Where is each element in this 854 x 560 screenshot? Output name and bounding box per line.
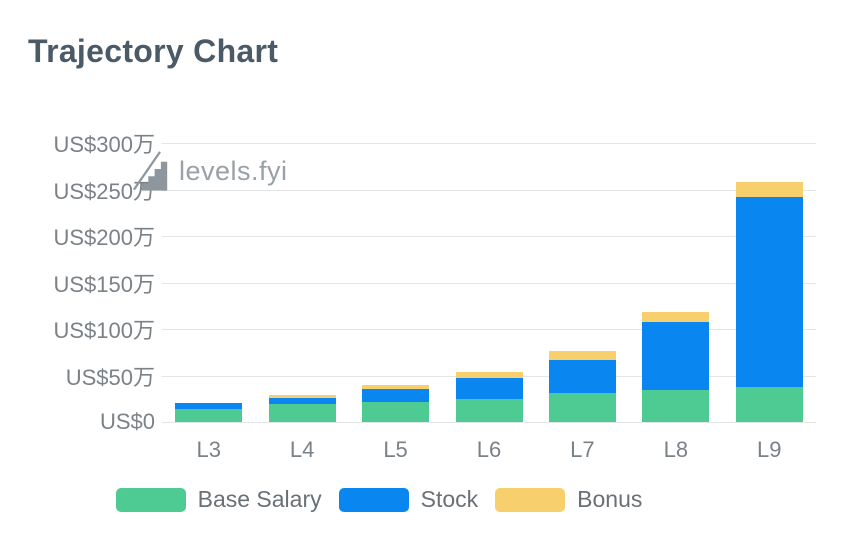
y-axis-tick-label: US$250万	[53, 178, 155, 204]
gridline	[162, 189, 816, 191]
chart-legend: Base Salary Stock Bonus	[0, 486, 806, 513]
x-axis-label-l9: L9	[757, 437, 782, 462]
legend-label: Bonus	[577, 486, 643, 512]
bar-segment-stock-l9[interactable]	[735, 196, 803, 387]
gridline	[162, 422, 816, 423]
bar-segment-stock-l5[interactable]	[362, 388, 430, 402]
page-title: Trajectory Chart	[28, 33, 279, 69]
bar-segment-base-salary-l5[interactable]	[362, 401, 430, 422]
x-axis-label-l4: L4	[289, 437, 315, 462]
legend-item-bonus[interactable]: Bonus	[495, 486, 642, 513]
gridline	[162, 236, 816, 237]
y-axis-tick-label: US$300万	[53, 132, 155, 157]
bar-segment-stock-l3[interactable]	[175, 403, 243, 409]
gridline	[162, 329, 816, 330]
bar-segment-bonus-l4[interactable]	[268, 395, 336, 398]
bar-segment-bonus-l9[interactable]	[735, 182, 803, 197]
bar-segment-bonus-l8[interactable]	[642, 312, 710, 323]
x-axis-label-l5: L5	[383, 437, 408, 462]
bar-segment-bonus-l6[interactable]	[455, 371, 523, 379]
bar-segment-base-salary-l9[interactable]	[735, 386, 803, 422]
gridline	[162, 143, 816, 144]
legend-label: Stock	[420, 486, 479, 512]
bar-segment-stock-l4[interactable]	[268, 397, 336, 405]
gridline	[162, 282, 816, 284]
legend-item-stock[interactable]: Stock	[338, 486, 479, 513]
x-axis-label-l6: L6	[476, 437, 502, 462]
bar-segment-stock-l7[interactable]	[548, 359, 616, 394]
x-axis-label-l3: L3	[196, 437, 221, 462]
y-axis-tick-label: US$150万	[53, 271, 155, 297]
bar-segment-stock-l8[interactable]	[642, 322, 710, 391]
bar-segment-base-salary-l7[interactable]	[548, 393, 616, 422]
levels-fyi-watermark: levels.fyi	[132, 147, 288, 196]
bar-segment-base-salary-l8[interactable]	[642, 390, 710, 422]
legend-item-base-salary[interactable]: Base Salary	[115, 486, 322, 513]
y-axis-tick-label: US$0	[99, 409, 155, 434]
bar-segment-base-salary-l6[interactable]	[455, 398, 523, 422]
levels-fyi-stairs-icon	[132, 147, 169, 196]
levels-fyi-wordmark: levels.fyi	[179, 156, 288, 186]
bar-segment-bonus-l5[interactable]	[362, 384, 430, 389]
legend-swatch-stock	[338, 487, 409, 512]
bar-segment-base-salary-l4[interactable]	[268, 404, 336, 422]
legend-swatch-bonus	[495, 487, 566, 512]
bar-segment-bonus-l7[interactable]	[548, 351, 616, 360]
bar-segment-stock-l6[interactable]	[455, 378, 523, 399]
legend-swatch-base-salary	[115, 487, 186, 512]
y-axis-tick-label: US$50万	[65, 364, 155, 390]
x-axis-label-l8: L8	[663, 437, 689, 462]
legend-label: Base Salary	[197, 486, 322, 512]
y-axis-tick-label: US$200万	[53, 225, 155, 250]
bar-segment-base-salary-l3[interactable]	[175, 408, 243, 422]
x-axis-label-l7: L7	[570, 437, 595, 462]
y-axis-tick-label: US$100万	[53, 318, 155, 343]
